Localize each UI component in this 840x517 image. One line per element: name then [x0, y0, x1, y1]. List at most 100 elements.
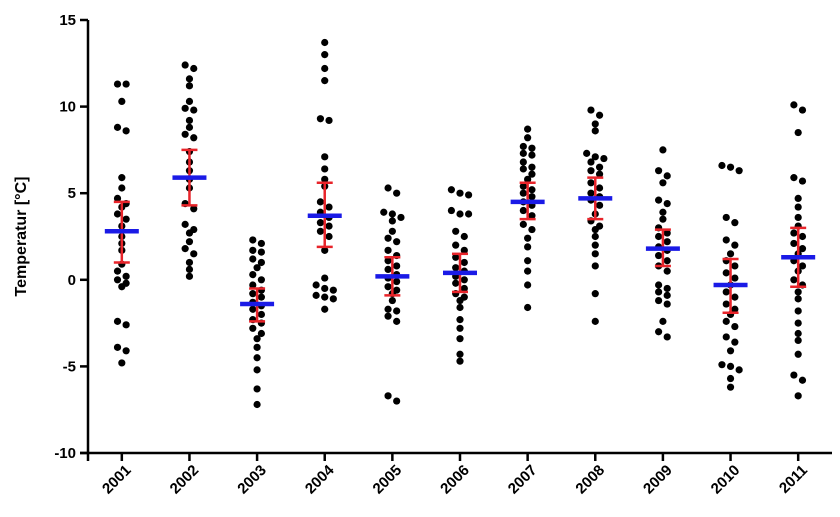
- data-point: [798, 245, 807, 253]
- data-point: [253, 400, 261, 409]
- data-point: [798, 232, 807, 241]
- data-point: [726, 163, 735, 171]
- data-point: [722, 288, 730, 296]
- data-point: [595, 111, 604, 119]
- data-point: [790, 229, 798, 237]
- y-tick-label: 10: [59, 99, 76, 116]
- y-axis-ticks: -10 -5 0 5 10 15: [54, 12, 88, 462]
- data-point: [524, 267, 532, 275]
- data-point: [190, 64, 198, 73]
- group-2009: [645, 146, 680, 341]
- data-point: [321, 51, 329, 59]
- group-2006: [443, 186, 477, 365]
- data-point: [794, 329, 802, 338]
- data-point: [397, 213, 405, 222]
- data-point: [460, 258, 468, 267]
- data-point: [595, 170, 604, 178]
- data-point: [452, 241, 460, 249]
- data-point: [731, 219, 739, 227]
- data-point: [794, 350, 802, 358]
- data-point: [465, 191, 473, 199]
- data-point: [321, 38, 329, 47]
- data-point: [185, 75, 194, 83]
- data-point: [113, 343, 122, 351]
- data-point: [118, 283, 126, 291]
- data-point: [321, 165, 329, 173]
- data-point: [663, 300, 671, 308]
- data-point: [731, 322, 739, 331]
- data-point: [663, 172, 671, 180]
- data-point: [798, 106, 807, 114]
- data-point: [316, 219, 325, 227]
- data-point: [384, 257, 392, 265]
- data-point: [663, 291, 671, 299]
- data-point: [659, 146, 667, 154]
- data-point: [663, 229, 671, 237]
- data-point: [122, 215, 130, 223]
- data-point: [524, 243, 532, 251]
- x-tick-label: 2011: [776, 462, 811, 497]
- data-point: [185, 116, 194, 125]
- y-tick-label: 0: [68, 272, 76, 289]
- data-point: [731, 241, 739, 249]
- x-tick-label: 2009: [640, 462, 676, 498]
- x-tick-label: 2006: [437, 462, 473, 498]
- data-point: [718, 361, 726, 369]
- data-point: [794, 336, 802, 345]
- data-point: [185, 123, 194, 131]
- data-point: [655, 296, 663, 305]
- data-point: [591, 250, 599, 258]
- data-point: [316, 198, 325, 206]
- data-point: [726, 362, 735, 370]
- data-point: [591, 232, 599, 241]
- data-point: [659, 179, 667, 187]
- data-point: [591, 241, 599, 249]
- data-point: [519, 220, 527, 228]
- data-point: [388, 227, 396, 235]
- data-point: [595, 163, 604, 171]
- data-point: [393, 277, 401, 286]
- data-groups: [104, 38, 816, 409]
- data-point: [452, 264, 460, 272]
- data-point: [181, 130, 189, 138]
- data-point: [312, 281, 320, 289]
- data-point: [257, 310, 265, 319]
- data-point: [181, 104, 189, 112]
- data-point: [587, 106, 595, 114]
- data-point: [185, 97, 194, 106]
- data-point: [181, 220, 189, 228]
- data-point: [122, 321, 130, 329]
- data-point: [726, 374, 735, 383]
- data-point: [524, 281, 532, 289]
- data-point: [249, 236, 257, 244]
- data-point: [718, 161, 726, 170]
- data-point: [185, 82, 194, 90]
- data-point: [118, 97, 126, 106]
- data-point: [591, 290, 599, 298]
- data-point: [122, 347, 130, 355]
- data-point: [794, 203, 802, 211]
- x-tick-label: 2002: [167, 462, 203, 498]
- data-point: [388, 210, 396, 218]
- x-tick-label: 2008: [572, 462, 608, 498]
- data-point: [591, 317, 599, 325]
- data-point: [790, 101, 798, 109]
- data-point: [113, 80, 122, 88]
- data-point: [325, 203, 333, 211]
- data-point: [185, 238, 194, 246]
- data-point: [249, 305, 257, 313]
- data-point: [384, 234, 392, 242]
- data-point: [384, 392, 392, 400]
- data-point: [393, 262, 401, 270]
- data-point: [384, 283, 392, 291]
- data-point: [663, 267, 671, 275]
- data-point: [190, 205, 198, 213]
- data-point: [731, 338, 739, 346]
- data-point: [452, 253, 460, 261]
- data-point: [456, 210, 464, 218]
- data-point: [794, 307, 802, 315]
- data-point: [181, 245, 189, 253]
- data-point: [722, 317, 730, 325]
- data-point: [722, 213, 730, 222]
